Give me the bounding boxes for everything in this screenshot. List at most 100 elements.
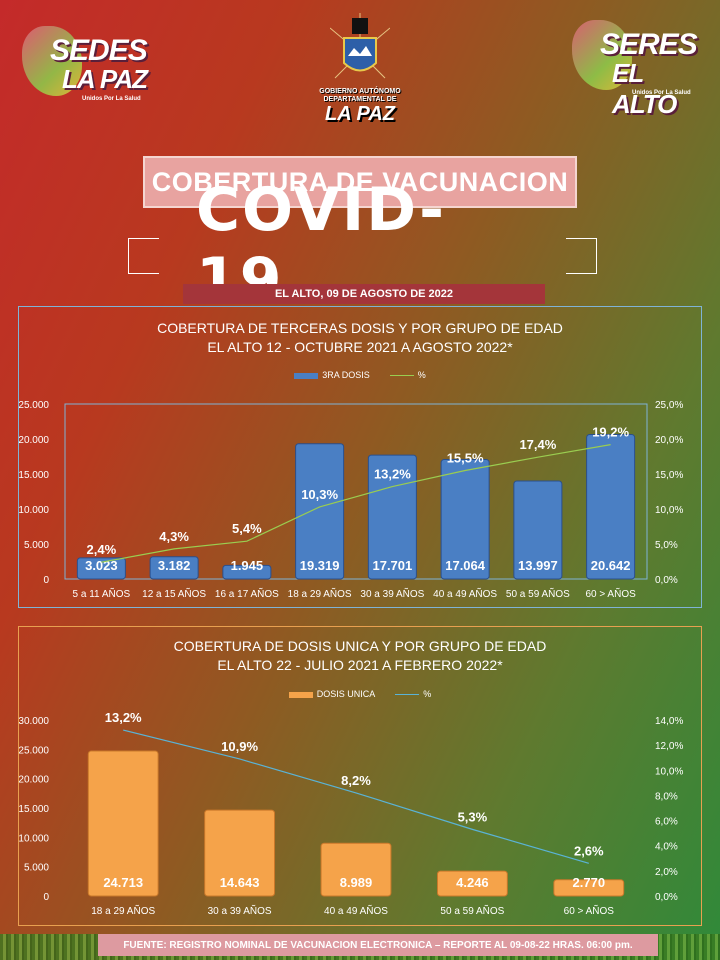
chart2-title: COBERTURA DE DOSIS UNICA Y POR GRUPO DE … bbox=[173, 638, 547, 654]
chart2-pct-label: 10,9% bbox=[221, 739, 258, 754]
page-title: COBERTURA DE VACUNACION bbox=[143, 156, 577, 208]
gobierno-la-paz-logo: GOBIERNO AUTÓNOMO DEPARTAMENTAL DE LA PA… bbox=[316, 8, 404, 143]
chart1-y-tick-label: 20.000 bbox=[19, 435, 49, 446]
sedes-logo-line2: LA PAZ bbox=[62, 64, 148, 94]
chart1-legend-line: % bbox=[389, 370, 426, 380]
chart1-y2-tick-label: 5,0% bbox=[655, 540, 678, 551]
sedes-logo-tagline: Unidos Por La Salud bbox=[82, 96, 141, 102]
chart1-bar-value-label: 19.319 bbox=[300, 558, 340, 573]
chart1-y-tick-label: 10.000 bbox=[19, 505, 49, 516]
chart1-bar-value-label: 17.064 bbox=[445, 558, 486, 573]
chart2-y-tick-label: 10.000 bbox=[19, 833, 49, 844]
chart1-bar bbox=[367, 454, 417, 580]
chart2-bar-value-label: 4.246 bbox=[456, 875, 489, 890]
source-footer: FUENTE: REGISTRO NOMINAL DE VACUNACION E… bbox=[98, 934, 658, 956]
chart2-y2-tick-label: 10,0% bbox=[655, 766, 683, 777]
chart1-bar bbox=[222, 564, 272, 580]
covid-19-heading: COVID-19 bbox=[196, 175, 447, 315]
chart2-svg: 0 5.000 10.000 15.000 20.000 25.000 30.000 0,0%… bbox=[19, 710, 683, 917]
chart2-pct-label: 13,2% bbox=[105, 710, 142, 725]
chart2-pct-label: 8,2% bbox=[341, 773, 371, 788]
coat-of-arms-icon bbox=[330, 13, 390, 79]
left-bracket-decoration bbox=[128, 238, 159, 274]
chart1-x-tick-label: 16 a 17 AÑOS bbox=[215, 587, 279, 600]
chart1-x-tick-label: 60 > AÑOS bbox=[585, 587, 636, 600]
chart1-bar bbox=[440, 459, 490, 580]
chart2-pct-label: 5,3% bbox=[458, 809, 488, 824]
gov-logo-line1: GOBIERNO AUTÓNOMO bbox=[319, 88, 401, 95]
chart1-y-tick-label: 0 bbox=[43, 575, 49, 586]
chart1-legend-bar: 3RA DOSIS bbox=[294, 370, 370, 380]
legend-line-icon bbox=[389, 375, 414, 377]
gov-logo-line2: DEPARTAMENTAL DE bbox=[323, 96, 397, 103]
chart1-bar-value-label: 1.945 bbox=[231, 558, 264, 573]
sedes-la-paz-logo: SEDES LA PAZ Unidos Por La Salud bbox=[22, 26, 162, 106]
chart2-y2-tick-label: 14,0% bbox=[655, 716, 683, 727]
chart1-y-tick-label: 25.000 bbox=[19, 400, 49, 411]
legend-swatch-icon bbox=[288, 691, 313, 698]
la-paz-map-shape bbox=[22, 26, 82, 96]
chart1-plot-frame bbox=[64, 403, 648, 580]
chart1-x-tick-label: 5 a 11 AÑOS bbox=[73, 587, 131, 600]
chart1-y-tick-label: 15.000 bbox=[19, 470, 49, 481]
chart1-svg: 0 5.000 10.000 15.000 20.000 25.000 0,0% 5,0% 10… bbox=[19, 400, 683, 600]
chart1-pct-label: 17,4% bbox=[519, 437, 556, 452]
chart1-bar-value-label: 13.997 bbox=[518, 558, 558, 573]
seres-logo-tagline: Unidos Por La Salud bbox=[632, 90, 691, 96]
chart2-bar bbox=[320, 842, 392, 897]
chart1-pct-label: 10,3% bbox=[301, 487, 338, 502]
legend-line-icon bbox=[395, 694, 420, 696]
chart2-y-tick-label: 25.000 bbox=[19, 745, 49, 756]
chart2-x-tick-label: 40 a 49 AÑOS bbox=[324, 904, 388, 917]
chart1-y-tick-label: 5.000 bbox=[24, 540, 49, 551]
chart1-bar-value-label: 3.023 bbox=[85, 558, 118, 573]
chart1-x-tick-label: 30 a 39 AÑOS bbox=[360, 587, 424, 600]
report-date: EL ALTO, 09 DE AGOSTO DE 2022 bbox=[183, 284, 545, 304]
chart2-y2-tick-label: 12,0% bbox=[655, 741, 683, 752]
chart1-bar-value-label: 20.642 bbox=[591, 558, 631, 573]
chart1-legend: 3RA DOSIS % bbox=[19, 370, 701, 380]
chart2-y-tick-label: 5.000 bbox=[24, 863, 49, 874]
chart1-x-tick-label: 40 a 49 AÑOS bbox=[433, 587, 497, 600]
chart-panel-single-dose: COBERTURA DE DOSIS UNICA Y POR GRUPO DE … bbox=[18, 626, 702, 926]
chart2-y2-tick-label: 6,0% bbox=[655, 817, 678, 828]
chart2-x-tick-label: 60 > AÑOS bbox=[564, 904, 615, 917]
seres-logo-line1: SERES bbox=[600, 28, 698, 61]
chart1-x-tick-label: 12 a 15 AÑOS bbox=[142, 587, 206, 600]
chart1-pct-label: 5,4% bbox=[232, 521, 262, 536]
chart2-x-tick-label: 30 a 39 AÑOS bbox=[208, 904, 272, 917]
chart2-bar-value-label: 14.643 bbox=[220, 875, 260, 890]
sedes-logo-line1: SEDES bbox=[50, 34, 148, 67]
chart2-x-tick-label: 18 a 29 AÑOS bbox=[91, 904, 155, 917]
chart1-bar-value-label: 3.182 bbox=[158, 558, 191, 573]
chart2-x-tick-label: 50 a 59 AÑOS bbox=[440, 904, 504, 917]
chart2-subtitle: EL ALTO 22 - JULIO 2021 A FEBRERO 2022* bbox=[217, 657, 503, 673]
chart2-y-tick-label: 15.000 bbox=[19, 804, 49, 815]
chart1-y2-tick-label: 15,0% bbox=[655, 470, 683, 481]
chart2-bar-value-label: 8.989 bbox=[340, 875, 373, 890]
chart2-y-tick-label: 20.000 bbox=[19, 775, 49, 786]
legend-label: DOSIS UNICA bbox=[316, 689, 376, 699]
legend-swatch-icon bbox=[294, 372, 319, 379]
chart1-y2-tick-label: 10,0% bbox=[655, 505, 683, 516]
chart2-legend-bar: DOSIS UNICA bbox=[288, 689, 376, 699]
legend-label: % bbox=[423, 689, 432, 699]
chart2-y2-tick-label: 4,0% bbox=[655, 842, 678, 853]
chart2-y2-tick-label: 2,0% bbox=[655, 867, 678, 878]
chart2-bar bbox=[204, 809, 276, 897]
chart2-y-tick-label: 30.000 bbox=[19, 716, 49, 727]
chart2-y-tick-label: 0 bbox=[43, 892, 49, 903]
chart2-bar bbox=[87, 750, 159, 897]
chart1-y2-tick-label: 0,0% bbox=[655, 575, 678, 586]
chart1-bar-value-label: 17.701 bbox=[372, 558, 412, 573]
chart1-x-tick-label: 50 a 59 AÑOS bbox=[506, 587, 570, 600]
chart2-legend-line: % bbox=[395, 689, 431, 699]
seres-logo-line2: EL ALTO bbox=[612, 58, 677, 119]
chart1-pct-label: 4,3% bbox=[159, 529, 189, 544]
chart1-bar bbox=[513, 480, 563, 580]
chart2-bar-value-label: 2.770 bbox=[573, 875, 606, 890]
legend-label: % bbox=[417, 370, 426, 380]
chart1-subtitle: EL ALTO 12 - OCTUBRE 2021 A AGOSTO 2022* bbox=[207, 339, 513, 355]
chart1-y2-tick-label: 20,0% bbox=[655, 435, 683, 446]
chart1-bar bbox=[586, 434, 636, 580]
